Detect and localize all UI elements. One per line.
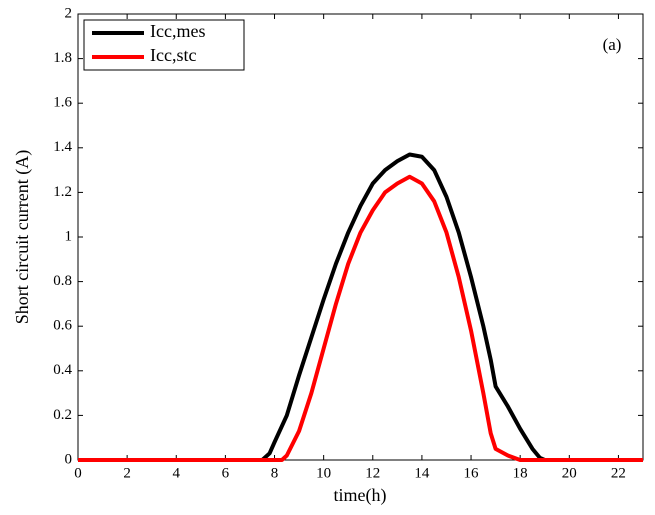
x-tick-label: 0 — [74, 465, 82, 481]
y-tick-label: 1.8 — [53, 50, 72, 66]
y-tick-label: 1.4 — [53, 139, 72, 155]
x-tick-label: 22 — [611, 465, 626, 481]
y-tick-label: 0.6 — [53, 318, 72, 334]
y-tick-label: 0.4 — [53, 362, 72, 378]
y-tick-label: 1.6 — [53, 95, 72, 111]
legend-label: Icc,mes — [150, 21, 205, 41]
y-axis-label: Short circuit current (A) — [12, 150, 33, 324]
x-tick-label: 6 — [222, 465, 230, 481]
y-tick-label: 0.8 — [53, 273, 72, 289]
x-tick-label: 14 — [414, 465, 430, 481]
y-tick-label: 1 — [65, 228, 73, 244]
y-tick-label: 0 — [65, 451, 73, 467]
series-line — [78, 152, 643, 462]
annotation: (a) — [603, 35, 622, 54]
x-tick-label: 4 — [173, 465, 181, 481]
x-tick-label: 16 — [464, 465, 480, 481]
x-tick-label: 18 — [513, 465, 528, 481]
y-tick-label: 0.2 — [53, 407, 72, 423]
legend-box — [83, 19, 245, 71]
x-tick-label: 8 — [271, 465, 279, 481]
x-tick-label: 2 — [123, 465, 131, 481]
x-tick-label: 20 — [562, 465, 577, 481]
x-tick-label: 12 — [365, 465, 380, 481]
x-axis-label: time(h) — [334, 485, 387, 506]
y-tick-label: 1.2 — [53, 184, 72, 200]
y-tick-label: 2 — [65, 5, 73, 21]
legend-label: Icc,stc — [150, 45, 196, 65]
x-tick-label: 10 — [316, 465, 331, 481]
series-line — [78, 174, 643, 462]
